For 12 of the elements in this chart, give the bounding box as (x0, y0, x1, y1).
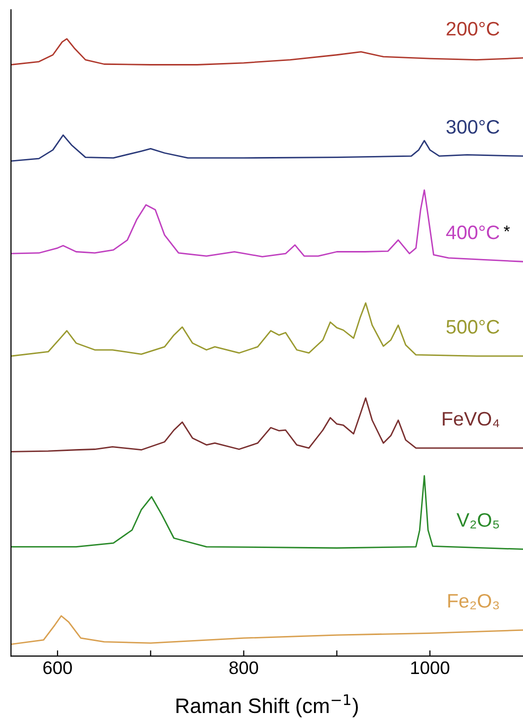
series-label: FeVO₄ (442, 412, 500, 428)
annotation: * (504, 226, 510, 232)
series-label: 400°C (446, 226, 500, 240)
x-tick-label: 1000 (411, 661, 450, 674)
x-tick-label: 600 (43, 661, 72, 674)
series-label: Fe₂O₃ (448, 594, 499, 610)
x-tick-label: 800 (229, 661, 258, 674)
series-label: 200°C (446, 22, 500, 36)
series-label: V₂O₅ (456, 513, 499, 528)
series-label: 300°C (446, 120, 500, 134)
series-label: 500°C (446, 320, 500, 334)
x-axis-title: Raman Shift (cm$^{−1}$) (176, 694, 358, 718)
